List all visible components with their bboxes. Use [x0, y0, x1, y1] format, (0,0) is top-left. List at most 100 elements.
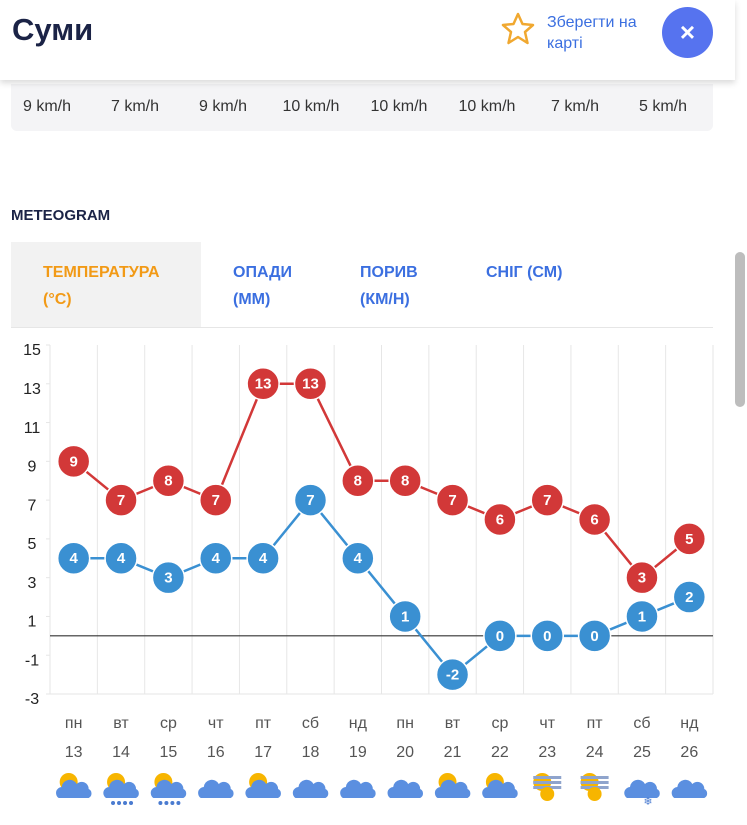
weather-icon	[387, 779, 423, 798]
weather-icon	[340, 779, 376, 798]
weather-icon: ❄	[624, 779, 660, 808]
x-date-label: 15	[159, 744, 177, 761]
y-tick-label: 9	[28, 459, 37, 476]
data-label: 3	[638, 570, 646, 587]
x-date-label: 16	[207, 744, 225, 761]
drop	[117, 801, 122, 805]
cloud	[671, 779, 708, 798]
x-tick-label: пт	[587, 715, 604, 732]
weather-icon	[150, 773, 187, 805]
data-point	[199, 483, 233, 517]
data-point	[246, 367, 280, 401]
x-tick-label: чт	[208, 715, 224, 732]
x-tick-label: пт	[255, 715, 272, 732]
data-point	[341, 463, 375, 498]
drop	[170, 801, 175, 805]
cloud	[340, 779, 376, 798]
weather-icon	[55, 773, 92, 798]
data-point	[530, 483, 564, 517]
y-tick-label: 13	[23, 381, 41, 398]
tab-label[interactable]: ПОРИВ (КМ/Н)	[360, 264, 418, 308]
data-label: 0	[496, 628, 504, 645]
data-label: 0	[543, 628, 551, 645]
wind-speed: 5 km/h	[638, 98, 687, 115]
x-tick-label: ср	[160, 715, 177, 732]
x-date-label: 20	[396, 744, 414, 761]
x-tick-label: вт	[445, 715, 461, 732]
cloud	[292, 779, 329, 798]
data-point	[577, 502, 612, 537]
weather-icon	[533, 773, 562, 801]
header: Суми Зберегти на карті ×	[0, 0, 735, 80]
fog	[533, 776, 562, 779]
data-point	[483, 619, 517, 653]
y-tick-label: 11	[24, 420, 41, 437]
data-point	[625, 560, 659, 595]
weather-icon	[580, 773, 609, 801]
data-label: 7	[448, 492, 456, 509]
data-point	[625, 599, 659, 634]
data-point	[672, 522, 707, 556]
data-point	[293, 483, 328, 517]
tab-label[interactable]: ОПАДИ (ММ)	[233, 264, 292, 308]
weather-icon	[671, 779, 708, 798]
data-label: 1	[638, 608, 646, 625]
x-tick-label: нд	[680, 715, 699, 732]
data-label: 5	[685, 531, 693, 548]
scrollbar	[735, 252, 745, 407]
x-tick-label: чт	[539, 715, 555, 732]
tabs: ТЕМПЕРАТУРА (°C) ОПАДИ (ММ) ПОРИВ (КМ/Н) СН…	[11, 242, 713, 328]
data-label: 8	[164, 473, 172, 490]
data-label: 7	[212, 492, 220, 509]
drop	[158, 801, 163, 805]
data-label: 7	[117, 492, 125, 509]
data-label: 4	[212, 550, 221, 567]
data-label: 7	[543, 492, 551, 509]
data-point	[435, 483, 470, 517]
data-point	[530, 619, 564, 653]
tab[interactable]: ПОРИВ (КМ/Н)	[328, 242, 454, 327]
cloud	[245, 779, 281, 798]
city-title: Суми	[12, 12, 94, 47]
data-point	[104, 541, 138, 576]
sun	[587, 787, 602, 801]
tab[interactable]: СНІГ (СМ)	[454, 242, 564, 327]
y-tick-label: 5	[28, 536, 37, 553]
data-label: 2	[685, 589, 693, 606]
wind-speed: 10 km/h	[458, 98, 516, 115]
fog	[580, 776, 609, 779]
data-point	[151, 463, 186, 498]
star-icon[interactable]	[500, 11, 536, 47]
close-button[interactable]: ×	[662, 7, 713, 58]
data-label: 4	[259, 550, 268, 567]
save-link[interactable]: Зберегти на карті	[547, 14, 637, 52]
fog	[533, 781, 562, 784]
x-date-label: 24	[586, 744, 604, 761]
tab-label[interactable]: ТЕМПЕРАТУРА (°C)	[43, 264, 160, 308]
cloud	[434, 779, 471, 798]
tab-label[interactable]: СНІГ (СМ)	[486, 264, 563, 281]
x-date-label: 18	[302, 744, 320, 761]
drop	[111, 801, 116, 805]
x-tick-label: пн	[65, 715, 83, 732]
wind-speed: 10 km/h	[370, 98, 428, 115]
drop	[164, 801, 169, 805]
drop	[176, 801, 181, 805]
data-point	[577, 619, 612, 653]
cloud	[198, 779, 234, 798]
data-point	[388, 463, 422, 498]
data-point	[56, 444, 91, 479]
tab[interactable]: ТЕМПЕРАТУРА (°C)	[11, 242, 201, 327]
x-tick-label: сб	[302, 715, 319, 732]
wind-speed: 9 km/h	[198, 98, 247, 115]
x-date-label: 14	[112, 744, 130, 761]
data-point	[246, 541, 280, 576]
cloud	[55, 779, 92, 798]
data-label: 7	[306, 492, 314, 509]
data-label: 0	[590, 628, 598, 645]
data-label: 6	[590, 511, 598, 528]
x-date-label: 13	[65, 744, 83, 761]
tab[interactable]: ОПАДИ (ММ)	[201, 242, 328, 327]
weather-icon	[434, 773, 471, 798]
